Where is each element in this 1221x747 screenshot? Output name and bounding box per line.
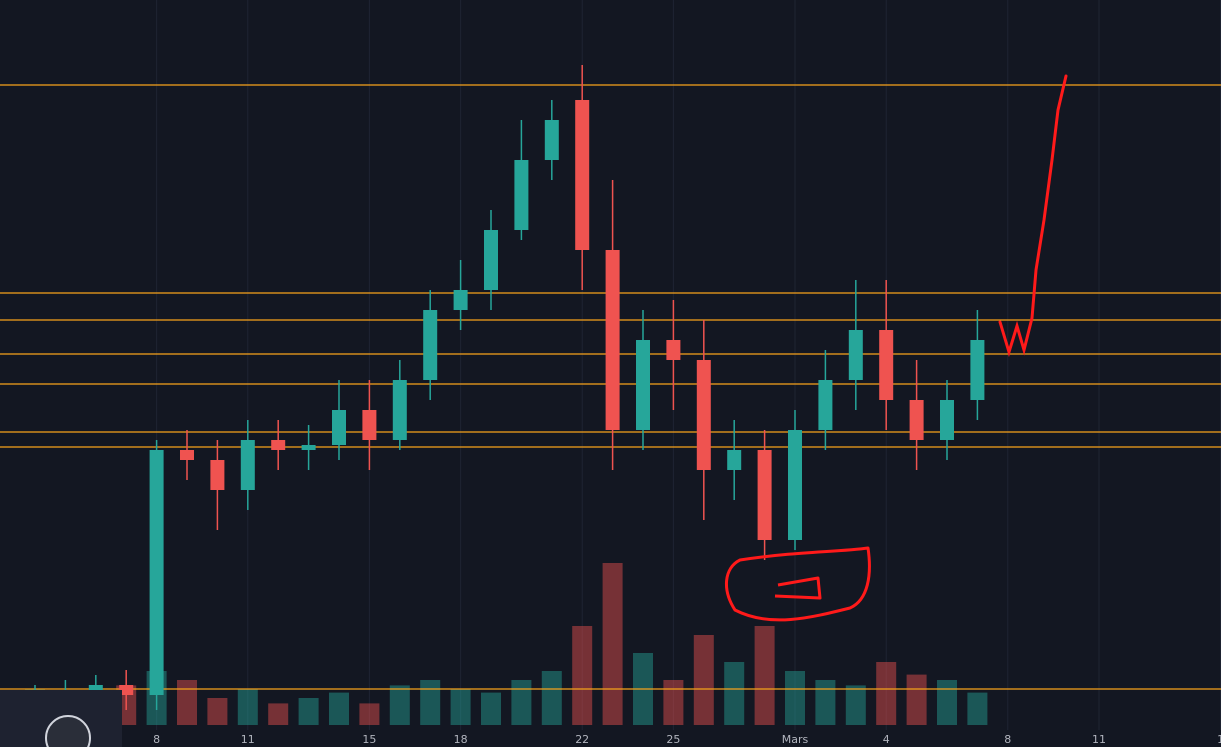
logo-icon [45,715,91,747]
candle-body [970,340,985,400]
candle-body [879,330,894,400]
volume-pane [25,563,988,725]
volume-bar [359,703,380,725]
candle-body [666,340,681,360]
x-tick-label: 18 [454,733,468,746]
x-tick-label: 25 [666,733,680,746]
volume-bar [876,662,897,725]
candle-body [848,330,863,380]
x-tick-label: 22 [575,733,589,746]
volume-bar [177,680,197,725]
red-drawing-arrow [998,74,1068,358]
candle-body [514,160,529,230]
candle-body [119,685,134,695]
volume-bar [815,680,836,725]
volume-bar [420,680,441,725]
volume-bar [207,698,228,725]
volume-bar [845,685,866,725]
volume-bar [237,689,258,725]
candle-body [727,450,742,470]
volume-bar [268,703,289,725]
candle-body [392,380,407,440]
volume-bar [937,680,957,725]
x-tick-label: 8 [153,733,160,746]
candle-body [332,410,346,445]
x-tick-label: 4 [883,733,890,746]
candle-body [301,445,316,450]
volume-bar [511,680,532,725]
x-tick-label: 11 [241,733,255,746]
volume-bar [967,692,988,725]
candles [28,65,985,710]
red-drawing-circle [725,546,871,622]
candle-body [362,410,377,440]
candle-body [636,340,650,430]
volume-bar [693,635,714,725]
volume-bar [572,626,593,725]
candle-body [818,380,833,430]
candle-body [210,460,225,490]
volume-bar [906,674,927,725]
x-tick-label: 11 [1092,733,1106,746]
volume-bar [450,689,471,725]
volume-bar [329,692,349,725]
candle-body [453,290,468,310]
candle-body [940,400,954,440]
volume-bar [389,685,410,725]
volume-bar [785,671,805,725]
candle-body [575,100,590,250]
candle-body [423,310,438,380]
candle-body [271,440,286,450]
x-tick-label: Mars [782,733,809,746]
x-tick-label: 8 [1004,733,1011,746]
candle-body [180,450,194,460]
candle-body [788,430,802,540]
volume-bar [481,692,501,725]
candle-body [149,450,164,695]
candle-body [605,250,620,430]
volume-bar [754,626,775,725]
volume-bar [602,563,623,725]
volume-bar [541,671,562,725]
volume-bar [724,662,745,725]
candle-body [696,360,711,470]
x-axis: 8 11 15 18 22 25 Mars 4 8 11 1 [153,733,1221,746]
x-tick-label: 15 [362,733,376,746]
candle-body [88,685,103,690]
candle-body [484,230,498,290]
candle-body [757,450,772,540]
candle-body [240,440,255,490]
volume-bar [663,680,684,725]
candle-body [544,120,559,160]
candle-body [909,400,924,440]
volume-bar [298,698,319,725]
x-tick-label: 1 [1217,733,1221,746]
